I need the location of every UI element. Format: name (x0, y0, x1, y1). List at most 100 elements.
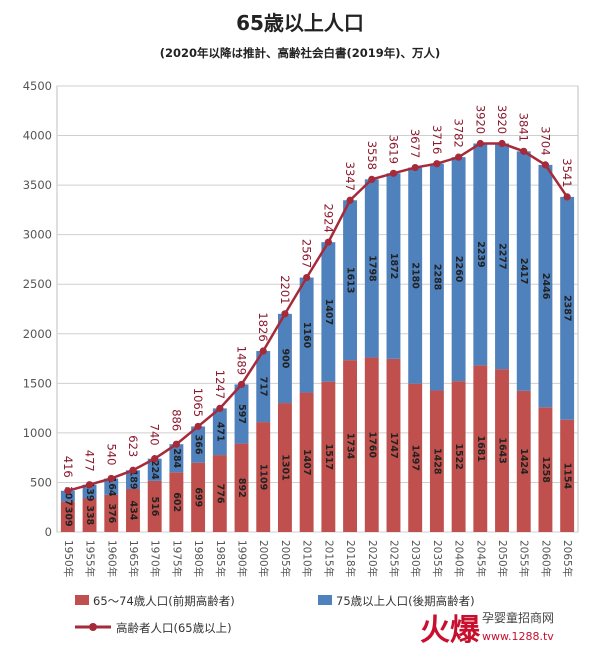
bar-old-old (126, 470, 140, 489)
total-label: 3782 (452, 119, 466, 148)
bar-label-young-old: 892 (236, 478, 247, 498)
y-tick-label: 3500 (23, 178, 52, 192)
total-label: 2201 (278, 275, 292, 304)
x-tick-label: 2055年 (518, 540, 531, 577)
bar-label-old-old: 471 (214, 422, 225, 442)
bar-young-old (343, 360, 358, 532)
bar-label-young-old: 1734 (345, 433, 356, 460)
x-tick-label: 2005年 (279, 540, 292, 577)
plot-area (56, 85, 579, 533)
x-tick-label: 1985年 (214, 540, 227, 577)
bar-label-young-old: 1760 (366, 432, 377, 459)
total-label: 3920 (495, 105, 509, 134)
x-tick-label: 1960年 (105, 540, 118, 577)
total-point (368, 175, 376, 183)
total-point (455, 153, 463, 161)
total-label: 3716 (430, 125, 444, 154)
total-point (259, 347, 267, 355)
bar-label-old-old: 224 (149, 460, 160, 480)
y-tick-label: 4000 (23, 129, 52, 143)
y-tick-label: 1500 (23, 376, 52, 390)
total-point (324, 238, 332, 246)
legend: 65～74歳人口(前期高齢者) 75歳以上人口(後期高齢者) 高齢者人口(65歳… (75, 594, 475, 635)
bar-old-old (386, 173, 401, 359)
total-label: 623 (126, 435, 140, 457)
bar-young-old (429, 390, 444, 532)
total-point (172, 440, 180, 448)
total-point (433, 160, 441, 168)
bar-old-old (147, 458, 162, 481)
legend-swatch-old-old (318, 595, 332, 605)
legend-label-total: 高齢者人口(65歳以上) (116, 621, 232, 635)
bar-label-old-old: 2288 (431, 264, 442, 291)
total-point (346, 196, 354, 204)
bar-label-old-old: 900 (279, 349, 290, 369)
total-label: 3619 (386, 135, 400, 164)
bar-young-old (82, 498, 97, 532)
bar-old-old (234, 384, 249, 444)
bar-label-old-old: 189 (127, 470, 138, 490)
bar-young-old (277, 403, 292, 532)
watermark-site-name: 孕婴童招商网 (482, 610, 554, 625)
bar-old-old (299, 277, 314, 393)
total-label: 3558 (365, 141, 379, 170)
bar-label-old-old: 2239 (475, 241, 486, 267)
bar-label-young-old: 1522 (453, 443, 464, 469)
watermark-url: www.1288.tv (482, 630, 554, 643)
bar-old-old (364, 179, 379, 358)
bar-label-young-old: 1154 (562, 463, 573, 490)
y-tick-label: 2500 (23, 277, 52, 291)
gridlines (56, 85, 579, 533)
bar-label-young-old: 1681 (475, 435, 486, 461)
bar-young-old (126, 488, 140, 532)
total-point (107, 474, 115, 483)
bar-label-young-old: 434 (127, 501, 138, 521)
bars (60, 143, 575, 532)
bar-old-old (429, 163, 444, 391)
x-tick-label: 2045年 (474, 540, 487, 577)
bar-label-old-old: 139 (84, 482, 95, 502)
bar-young-old (191, 462, 206, 532)
bar-label-young-old: 309 (62, 507, 73, 527)
bar-young-old (321, 381, 336, 532)
bar-young-old (408, 383, 423, 532)
total-point (541, 161, 550, 169)
bar-label-young-old: 699 (193, 487, 204, 507)
bar-old-old (191, 426, 206, 463)
total-label: 3841 (517, 113, 531, 142)
x-tick-label: 1975年 (170, 540, 183, 577)
y-tick-label: 2000 (23, 327, 52, 341)
total-label: 3347 (343, 162, 357, 191)
bar-old-old (560, 196, 575, 420)
bar-old-old (343, 200, 358, 361)
bar-young-old (364, 357, 379, 532)
bar-label-old-old: 1872 (388, 253, 399, 279)
bar-label-old-old: 597 (236, 404, 247, 424)
total-point (237, 380, 246, 389)
x-tick-label: 2025年 (387, 540, 400, 577)
bar-label-young-old: 376 (106, 503, 117, 523)
total-point (129, 466, 137, 474)
x-tick-label: 1955年 (84, 540, 97, 577)
bar-young-old (386, 358, 401, 532)
bar-label-young-old: 1497 (410, 445, 421, 471)
bar-label-old-old: 2260 (453, 256, 464, 283)
total-label: 1826 (256, 312, 270, 341)
total-label: 1489 (235, 346, 249, 375)
total-point (216, 404, 224, 413)
x-tick-label: 2018年 (344, 540, 357, 577)
bar-young-old (495, 369, 509, 532)
bar-label-old-old: 2180 (410, 262, 421, 289)
x-tick-label: 1990年 (236, 540, 249, 577)
bar-label-old-old: 366 (193, 435, 204, 455)
bar-label-young-old: 1747 (388, 432, 399, 458)
bar-old-old (277, 313, 292, 404)
x-tick-label: 2040年 (453, 540, 466, 577)
bar-label-old-old: 2277 (497, 243, 508, 269)
bar-label-old-old: 1798 (366, 255, 377, 282)
total-point (281, 310, 289, 318)
bar-young-old (473, 365, 488, 532)
bar-label-young-old: 1258 (540, 456, 551, 483)
x-tick-label: 2065年 (561, 540, 574, 577)
